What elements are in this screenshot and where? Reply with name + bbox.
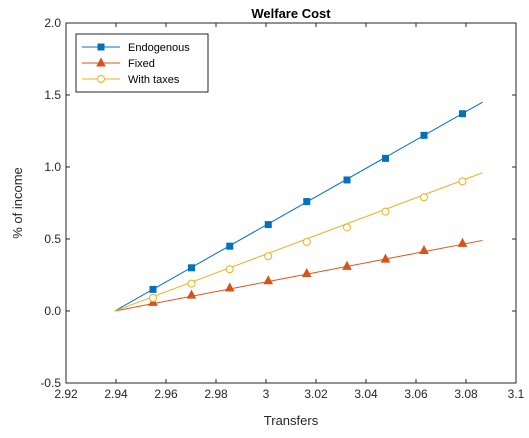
legend-item-fixed: Fixed xyxy=(82,57,155,70)
data-point-with-taxes xyxy=(187,279,196,288)
data-point-endogenous xyxy=(382,154,389,162)
y-tick-label: -0.5 xyxy=(40,376,61,390)
y-axis-label: % of income xyxy=(10,167,25,239)
y-axis-ticks: -0.5 0.0 0.5 1.0 1.5 2.0 xyxy=(40,16,516,390)
data-point-fixed xyxy=(419,244,429,255)
y-tick-label: 0.5 xyxy=(44,232,61,246)
data-point-with-taxes xyxy=(149,294,157,303)
legend-label-fixed: Fixed xyxy=(128,58,155,70)
x-tick-label: 3 xyxy=(263,387,270,401)
data-point-with-taxes xyxy=(302,237,311,246)
y-tick-label: 1.5 xyxy=(44,88,61,102)
data-point-endogenous xyxy=(303,198,311,206)
data-point-fixed xyxy=(263,275,274,285)
x-tick-label: 2.96 xyxy=(154,387,178,401)
data-point-with-taxes xyxy=(381,207,390,216)
legend-label-with-taxes: With taxes xyxy=(128,74,180,86)
data-point-endogenous xyxy=(188,264,195,272)
data-point-endogenous xyxy=(420,131,428,139)
x-tick-label: 2.94 xyxy=(104,387,128,401)
data-point-endogenous xyxy=(343,176,351,184)
legend-marker-endogenous xyxy=(97,43,105,51)
series-fixed xyxy=(114,237,483,312)
series-layer xyxy=(114,101,483,312)
data-point-with-taxes xyxy=(458,177,467,186)
legend-item-with-taxes: With taxes xyxy=(82,74,180,86)
x-tick-label: 2.98 xyxy=(204,387,228,401)
series-endogenous xyxy=(114,101,483,312)
data-point-fixed xyxy=(301,267,312,278)
data-point-with-taxes xyxy=(264,252,273,261)
data-point-with-taxes xyxy=(343,223,351,232)
x-tick-label: 2.92 xyxy=(54,387,78,401)
data-point-with-taxes xyxy=(420,193,428,202)
legend: Endogenous Fixed With taxes xyxy=(75,33,209,93)
x-axis-label: Transfers xyxy=(264,413,319,428)
x-tick-label: 3.06 xyxy=(404,387,428,401)
y-tick-label: 1.0 xyxy=(44,160,61,174)
y-tick-label: 0.0 xyxy=(44,304,61,318)
data-point-fixed xyxy=(186,289,197,299)
data-point-fixed xyxy=(457,237,468,247)
legend-marker-fixed xyxy=(96,57,106,67)
x-tick-label: 3.04 xyxy=(354,387,378,401)
legend-marker-with-taxes xyxy=(97,75,105,83)
data-point-endogenous xyxy=(459,110,466,118)
data-point-fixed xyxy=(224,282,235,292)
legend-label-endogenous: Endogenous xyxy=(128,42,190,54)
data-point-fixed xyxy=(380,253,391,263)
data-point-with-taxes xyxy=(225,265,234,274)
y-tick-label: 2.0 xyxy=(44,16,61,30)
chart-title: Welfare Cost xyxy=(251,6,331,21)
data-point-endogenous xyxy=(149,285,157,293)
x-tick-label: 3.02 xyxy=(304,387,328,401)
x-tick-label: 3.08 xyxy=(454,387,478,401)
axes-box xyxy=(65,22,517,384)
legend-item-endogenous: Endogenous xyxy=(82,42,190,54)
x-tick-label: 3.1 xyxy=(508,387,525,401)
x-axis-ticks: 2.92 2.94 2.96 2.98 3 3.02 3.04 3.06 3.08 3.1 xyxy=(54,23,525,401)
series-with-taxes xyxy=(114,172,483,312)
data-point-endogenous xyxy=(226,242,234,250)
data-point-endogenous xyxy=(264,221,272,229)
data-point-fixed xyxy=(342,260,352,270)
